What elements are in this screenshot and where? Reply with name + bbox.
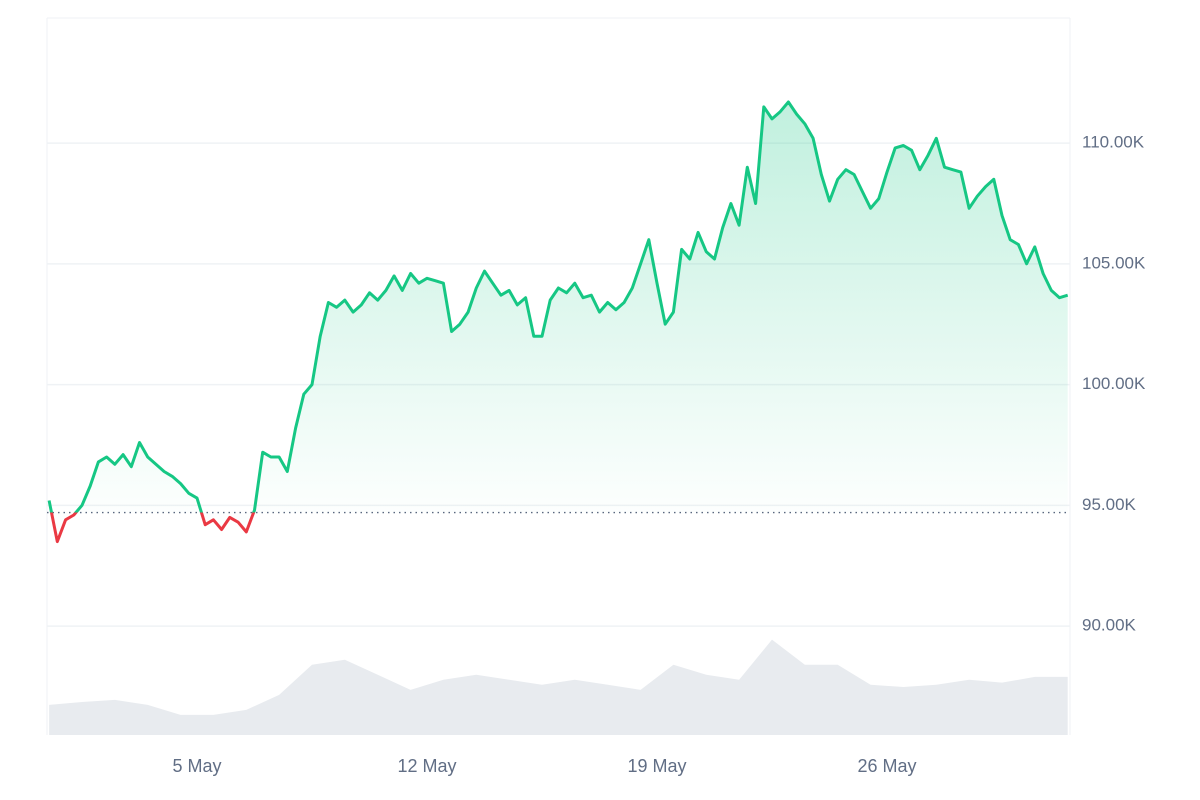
volume-area xyxy=(49,639,1068,735)
x-tick-label: 5 May xyxy=(172,756,221,776)
x-tick-label: 12 May xyxy=(397,756,456,776)
x-tick-label: 26 May xyxy=(857,756,916,776)
y-tick-label: 110.00K xyxy=(1082,133,1145,152)
x-tick-label: 19 May xyxy=(627,756,686,776)
y-tick-label: 90.00K xyxy=(1082,616,1137,635)
y-tick-label: 95.00K xyxy=(1082,495,1137,514)
y-tick-label: 105.00K xyxy=(1082,253,1146,272)
price-line xyxy=(47,100,1069,544)
y-tick-label: 100.00K xyxy=(1082,374,1146,393)
price-area xyxy=(49,102,1068,542)
